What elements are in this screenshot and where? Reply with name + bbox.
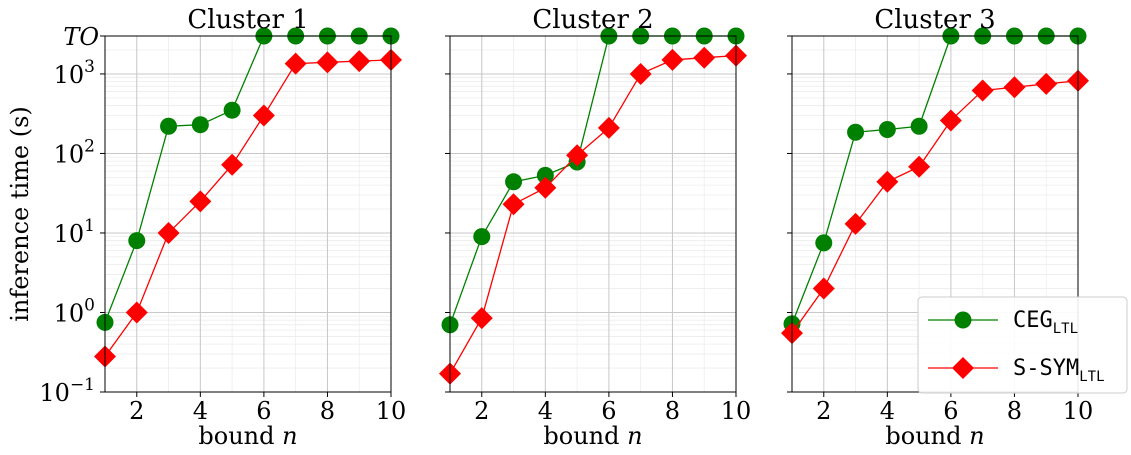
y-tick-label-timeout: TO: [63, 23, 99, 51]
x-tick-label: 10: [1063, 397, 1094, 425]
data-point-s-sym: [470, 307, 493, 330]
data-point-s-sym: [189, 190, 212, 213]
data-point-s-sym: [1003, 76, 1026, 99]
x-tick-label: 10: [376, 397, 407, 425]
legend-label-s-sym: S-SYMLTL: [1013, 356, 1105, 385]
x-tick-label: 8: [320, 397, 335, 425]
data-point-ceg: [847, 123, 865, 141]
series-line-ceg: [449, 35, 736, 326]
series-line-ceg: [791, 35, 1078, 325]
data-point-ceg: [878, 121, 896, 139]
panel-1: 2 4 6 8 10 Cluster 1 bound n: [94, 5, 406, 450]
x-axis-label-text: bound: [543, 422, 619, 450]
x-tick-label: 8: [1007, 397, 1022, 425]
x-tick-label: 4: [193, 397, 208, 425]
y-tick-label: 10−1: [39, 375, 95, 407]
data-point-ceg: [160, 117, 178, 135]
y-axis-label: inference time (s): [6, 106, 34, 322]
data-point-s-sym: [876, 170, 899, 193]
data-point-s-sym: [502, 193, 525, 216]
y-tick-label: 103: [54, 57, 95, 89]
data-point-ceg: [473, 228, 491, 246]
x-tick-label: 4: [880, 397, 895, 425]
data-point-s-sym: [534, 176, 557, 199]
data-point-ceg: [536, 166, 554, 184]
data-point-s-sym: [939, 109, 962, 132]
series-line-s-sym: [104, 59, 392, 357]
x-axis-label-variable: n: [969, 422, 984, 450]
x-tick-label: 6: [601, 397, 616, 425]
data-point-s-sym: [252, 104, 275, 127]
data-point-s-sym: [284, 52, 307, 75]
data-point-ceg: [223, 101, 241, 119]
data-point-s-sym: [348, 50, 371, 73]
data-point-s-sym: [812, 277, 835, 300]
data-point-s-sym: [566, 144, 589, 167]
data-point-ceg: [815, 234, 833, 252]
data-point-s-sym: [629, 62, 652, 85]
plot-frame: [104, 35, 392, 393]
data-point-s-sym: [221, 153, 244, 176]
series-line-ceg: [104, 35, 391, 323]
legend-label-ceg: CEGLTL: [1013, 308, 1078, 337]
panel-title: Cluster 3: [874, 5, 995, 35]
x-tick-label: 10: [721, 397, 752, 425]
data-point-ceg: [505, 173, 523, 191]
x-axis-label: bound n: [543, 422, 642, 450]
y-tick-label: 101: [54, 216, 95, 248]
data-point-s-sym: [971, 79, 994, 102]
series-line-s-sym: [449, 54, 737, 374]
x-tick-label: 6: [943, 397, 958, 425]
data-point-s-sym: [1035, 72, 1058, 95]
data-point-s-sym: [157, 221, 180, 244]
x-axis-label: bound n: [885, 422, 984, 450]
data-point-ceg: [128, 232, 146, 250]
data-point-ceg: [191, 116, 209, 134]
x-tick-label: 4: [538, 397, 553, 425]
data-point-s-sym: [316, 51, 339, 74]
x-tick-label: 6: [256, 397, 271, 425]
x-tick-label: 2: [129, 397, 144, 425]
y-tick-label: 102: [54, 136, 95, 168]
data-point-ceg: [910, 117, 928, 135]
x-axis-label: bound n: [198, 422, 297, 450]
legend-marker-ceg: [954, 311, 972, 329]
x-axis-label-variable: n: [627, 422, 642, 450]
data-point-s-sym: [125, 301, 148, 324]
data-point-s-sym: [844, 212, 867, 235]
panel-2: 2 4 6 8 10 Cluster 2 bound n: [439, 5, 751, 450]
series-line-s-sym: [791, 80, 1079, 334]
x-tick-label: 2: [474, 397, 489, 425]
data-point-s-sym: [908, 155, 931, 178]
legend: CEGLTL S-SYMLTL: [917, 296, 1128, 394]
data-point-s-sym: [661, 48, 684, 71]
x-tick-label: 8: [665, 397, 680, 425]
plot-frame: [449, 35, 737, 393]
y-tick-label: 100: [54, 295, 95, 327]
legend-marker-s-sym: [952, 357, 974, 379]
x-axis-label-text: bound: [198, 422, 274, 450]
x-axis-label-variable: n: [282, 422, 297, 450]
panel-title: Cluster 2: [532, 5, 653, 35]
data-point-s-sym: [693, 46, 716, 69]
x-axis-label-text: bound: [885, 422, 961, 450]
x-tick-label: 2: [816, 397, 831, 425]
data-point-s-sym: [597, 116, 620, 139]
panel-title: Cluster 1: [187, 5, 308, 35]
